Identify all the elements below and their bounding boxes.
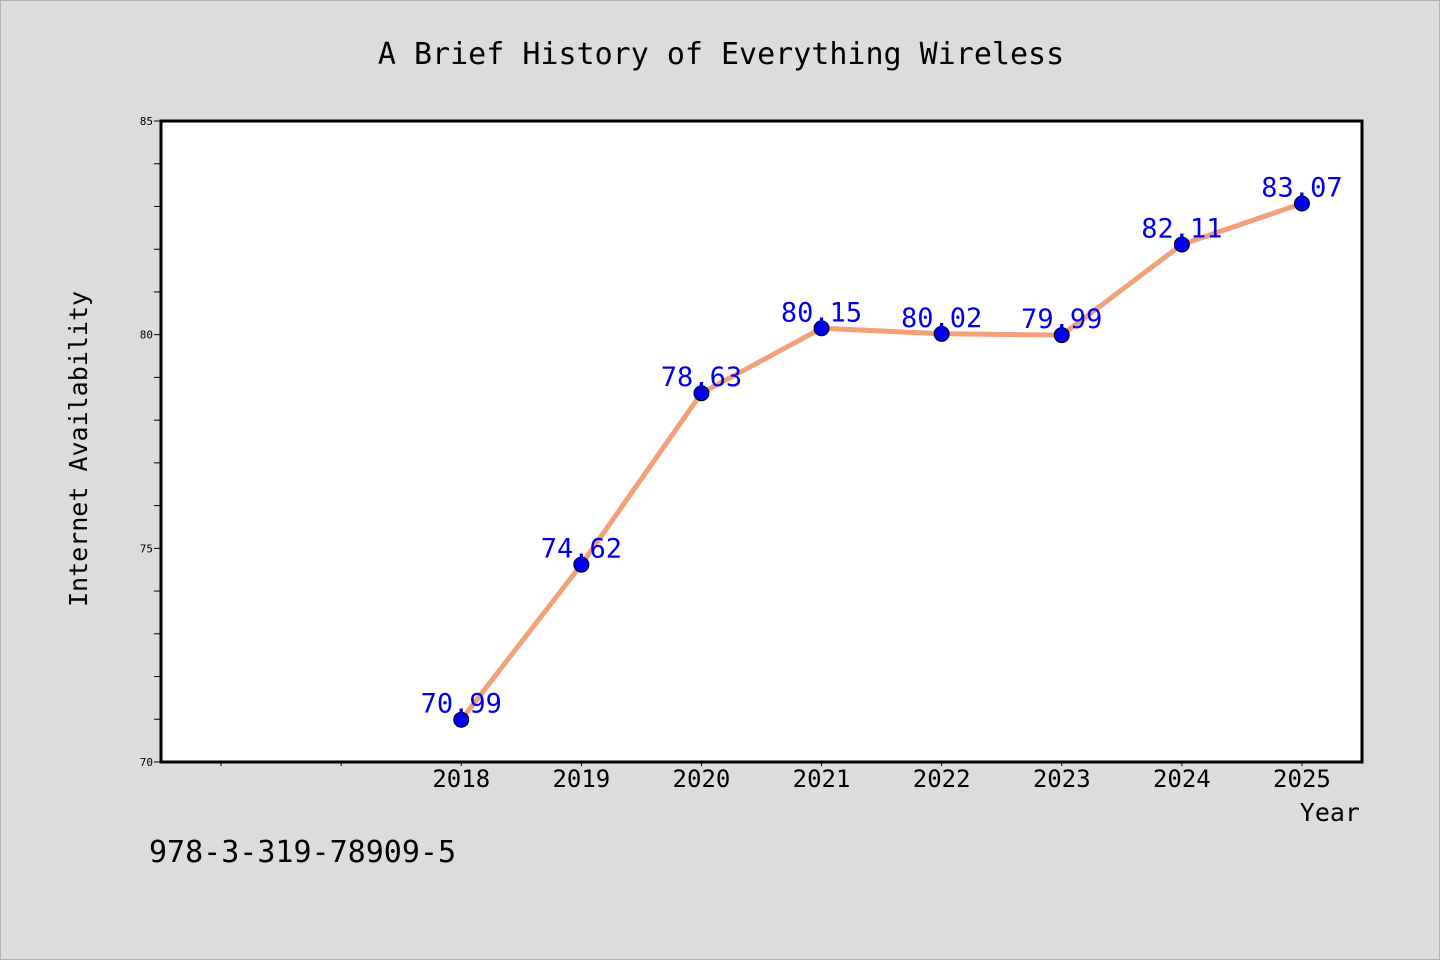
data-label: 78.63 [661, 362, 742, 393]
x-tick-label: 2019 [552, 765, 610, 793]
data-label: 74.62 [541, 534, 622, 565]
data-label: 80.15 [781, 297, 862, 328]
x-axis-label: Year [1300, 798, 1360, 827]
data-point [1053, 327, 1070, 344]
x-tick-label: 2024 [1153, 765, 1211, 793]
x-axis-ticks [220, 762, 1303, 766]
y-axis-label: Internet Availability [64, 291, 93, 607]
y-tick-label: 70 [140, 756, 153, 769]
plot-area [159, 119, 1364, 764]
y-tick-labels: 70 75 80 85 [140, 115, 153, 769]
data-point [1293, 195, 1310, 212]
data-label: 82.11 [1141, 213, 1222, 244]
x-tick-label: 2021 [793, 765, 851, 793]
data-label: 79.99 [1021, 304, 1102, 335]
data-label: 83.07 [1261, 172, 1342, 203]
y-tick-label: 85 [140, 115, 153, 128]
data-point [813, 320, 830, 337]
isbn-footer: 978-3-319-78909-5 [149, 835, 457, 870]
x-tick-labels: 2018 2019 2020 2021 2022 2023 2024 2025 [432, 765, 1330, 793]
data-point [933, 325, 950, 342]
data-point [1173, 236, 1190, 253]
chart-title: A Brief History of Everything Wireless [378, 37, 1064, 72]
data-markers [453, 195, 1310, 728]
data-labels: 70.99 74.62 78.63 80.15 80.02 79.99 82.11 83.07 [421, 172, 1343, 719]
data-point [693, 385, 710, 402]
y-tick-label: 80 [140, 329, 153, 342]
x-tick-label: 2023 [1033, 765, 1091, 793]
y-tick-label: 75 [140, 542, 153, 555]
y-axis-ticks [154, 120, 161, 763]
x-tick-label: 2020 [673, 765, 731, 793]
data-label: 70.99 [421, 689, 502, 720]
data-point [573, 556, 590, 573]
series-line [458, 201, 1305, 723]
x-tick-label: 2018 [432, 765, 490, 793]
data-label: 80.02 [901, 303, 982, 334]
data-point [453, 711, 470, 728]
x-tick-label: 2025 [1273, 765, 1331, 793]
x-tick-label: 2022 [913, 765, 971, 793]
